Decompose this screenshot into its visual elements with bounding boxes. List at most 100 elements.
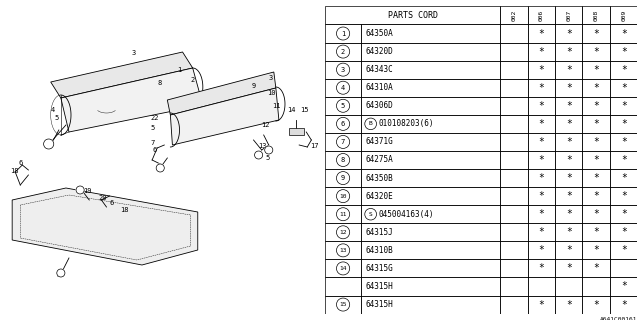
Text: *: *	[621, 282, 627, 292]
Text: *: *	[566, 65, 572, 75]
Bar	[500, 205, 527, 223]
Text: *: *	[538, 65, 544, 75]
Bar	[325, 187, 361, 205]
Text: *: *	[593, 65, 599, 75]
Bar	[500, 223, 527, 241]
Text: 19: 19	[83, 188, 92, 194]
Bar	[610, 60, 637, 79]
Bar	[610, 241, 637, 260]
Circle shape	[76, 186, 84, 194]
Text: 9: 9	[252, 83, 256, 89]
Text: *: *	[621, 28, 627, 38]
Text: 1: 1	[177, 67, 182, 73]
Text: 6: 6	[152, 147, 156, 153]
Bar	[325, 6, 500, 24]
Bar	[610, 277, 637, 296]
Text: *: *	[538, 28, 544, 38]
Bar	[555, 24, 582, 43]
Bar	[527, 277, 555, 296]
Circle shape	[44, 139, 54, 149]
Text: 5: 5	[341, 103, 345, 109]
Bar	[610, 97, 637, 115]
Text: *: *	[593, 47, 599, 57]
Bar	[582, 241, 610, 260]
Bar	[527, 133, 555, 151]
Bar	[325, 79, 361, 97]
Bar	[361, 151, 500, 169]
Text: *: *	[566, 47, 572, 57]
Text: 6: 6	[19, 160, 22, 166]
Text: *: *	[566, 119, 572, 129]
Bar	[555, 223, 582, 241]
Bar	[582, 169, 610, 187]
Bar	[361, 79, 500, 97]
Text: *: *	[621, 227, 627, 237]
Polygon shape	[61, 68, 203, 132]
Text: 64275A: 64275A	[365, 156, 394, 164]
Polygon shape	[12, 188, 198, 265]
Bar	[325, 133, 361, 151]
Bar	[325, 115, 361, 133]
Bar	[527, 260, 555, 277]
Bar	[555, 241, 582, 260]
Bar	[555, 151, 582, 169]
Bar	[555, 6, 582, 24]
Text: *: *	[621, 101, 627, 111]
Bar	[610, 43, 637, 60]
Text: 64315J: 64315J	[365, 228, 394, 237]
Circle shape	[156, 164, 164, 172]
Text: 5: 5	[266, 155, 270, 161]
Bar	[500, 79, 527, 97]
Text: *: *	[593, 191, 599, 201]
Text: *: *	[593, 209, 599, 219]
Bar	[582, 115, 610, 133]
Bar	[555, 133, 582, 151]
Text: *: *	[566, 83, 572, 93]
Text: 12: 12	[339, 230, 347, 235]
Bar	[500, 169, 527, 187]
Text: 64306D: 64306D	[365, 101, 394, 110]
Text: *: *	[566, 28, 572, 38]
Text: 14: 14	[339, 266, 347, 271]
Bar	[527, 79, 555, 97]
Text: *: *	[538, 119, 544, 129]
Bar	[582, 79, 610, 97]
Text: 045004163(4): 045004163(4)	[378, 210, 434, 219]
Bar	[610, 296, 637, 314]
Text: 007: 007	[566, 10, 572, 21]
Text: *: *	[538, 47, 544, 57]
Text: 64320D: 64320D	[365, 47, 394, 56]
Text: 18: 18	[120, 207, 128, 213]
Text: *: *	[621, 155, 627, 165]
Text: *: *	[566, 227, 572, 237]
Text: B: B	[369, 121, 372, 126]
Bar	[527, 24, 555, 43]
Text: 008: 008	[594, 10, 598, 21]
Bar	[610, 133, 637, 151]
Text: 13: 13	[259, 143, 267, 149]
Bar	[325, 24, 361, 43]
Bar	[361, 223, 500, 241]
Text: *: *	[593, 263, 599, 273]
Bar	[610, 115, 637, 133]
Text: 10: 10	[267, 90, 275, 96]
Text: 11: 11	[339, 212, 347, 217]
Text: *: *	[538, 83, 544, 93]
Bar	[361, 241, 500, 260]
Bar	[325, 60, 361, 79]
Bar	[500, 6, 527, 24]
Text: 12: 12	[262, 122, 270, 128]
Text: PARTS CORD: PARTS CORD	[388, 11, 438, 20]
Text: A641C00161: A641C00161	[600, 317, 637, 320]
Text: 22: 22	[150, 115, 159, 121]
Text: 21: 21	[57, 272, 65, 278]
Circle shape	[265, 146, 273, 154]
Bar	[361, 133, 500, 151]
Text: 13: 13	[339, 248, 347, 253]
Text: 64343C: 64343C	[365, 65, 394, 74]
Text: 64350B: 64350B	[365, 173, 394, 183]
Bar	[610, 223, 637, 241]
Bar	[610, 260, 637, 277]
Text: *: *	[593, 83, 599, 93]
Text: *: *	[621, 300, 627, 309]
